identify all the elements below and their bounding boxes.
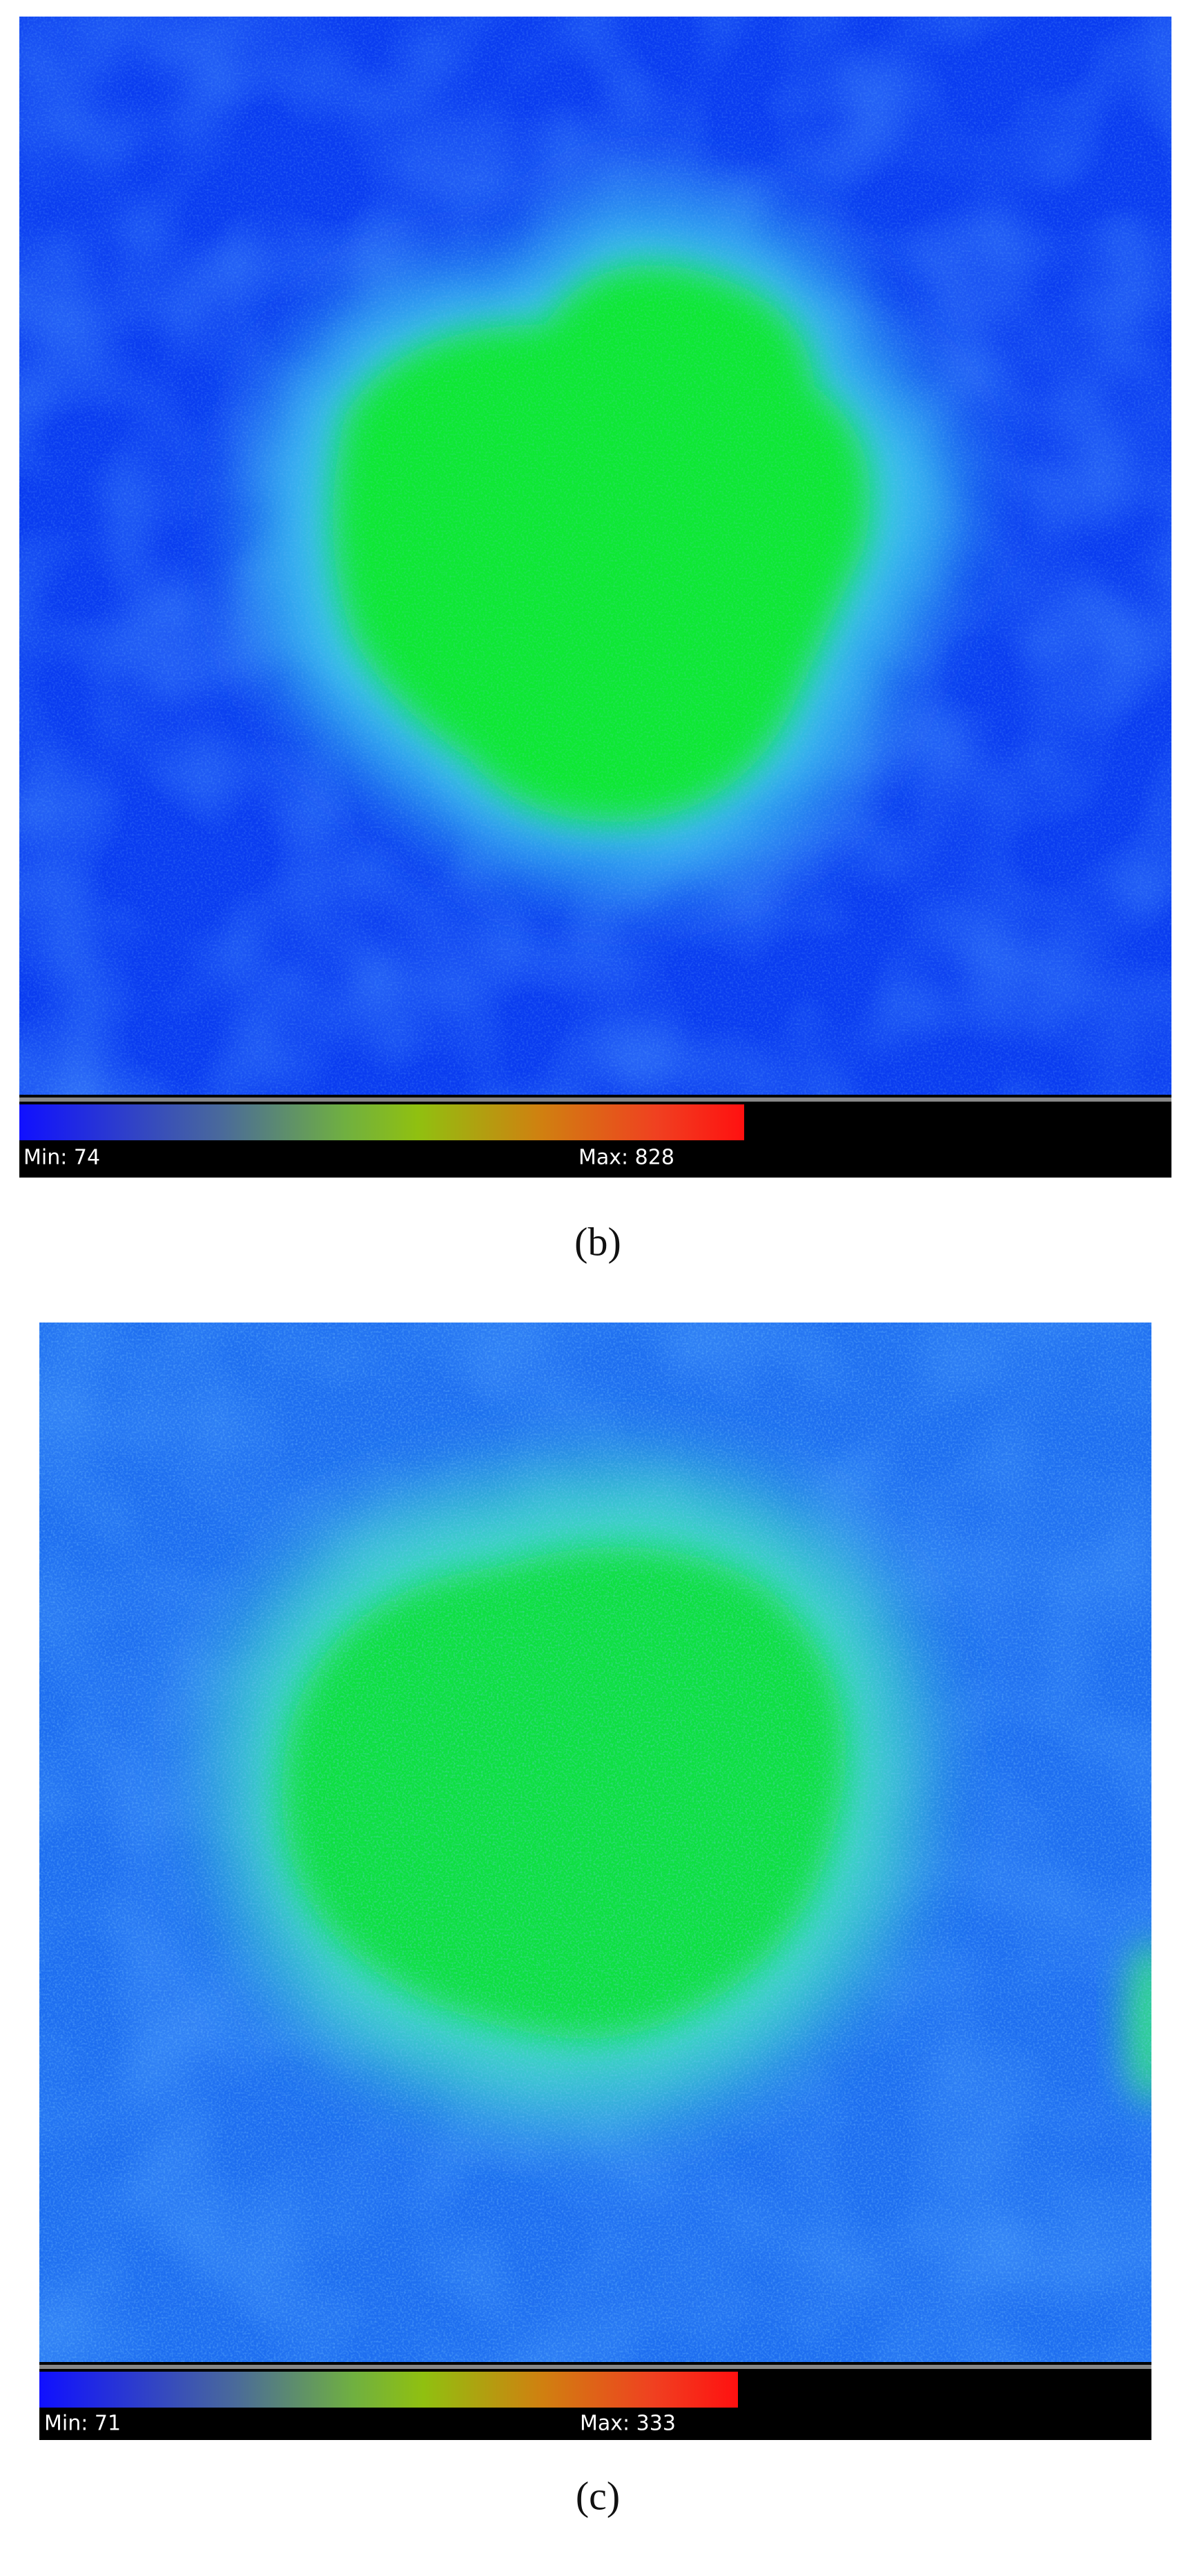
separator	[19, 1097, 1171, 1102]
min-label: Min: 71	[44, 2412, 121, 2436]
max-label: Max: 333	[580, 2412, 676, 2436]
max-label: Max: 828	[578, 1146, 674, 1170]
panel-label: (c)	[576, 2473, 620, 2518]
colorbar	[19, 1104, 744, 1140]
panel-label: (b)	[574, 1219, 621, 1264]
min-label: Min: 74	[23, 1146, 100, 1170]
separator	[39, 2365, 1151, 2369]
image-b	[19, 17, 1171, 1095]
colorbar	[39, 2372, 738, 2408]
image-c	[39, 1323, 1151, 2362]
